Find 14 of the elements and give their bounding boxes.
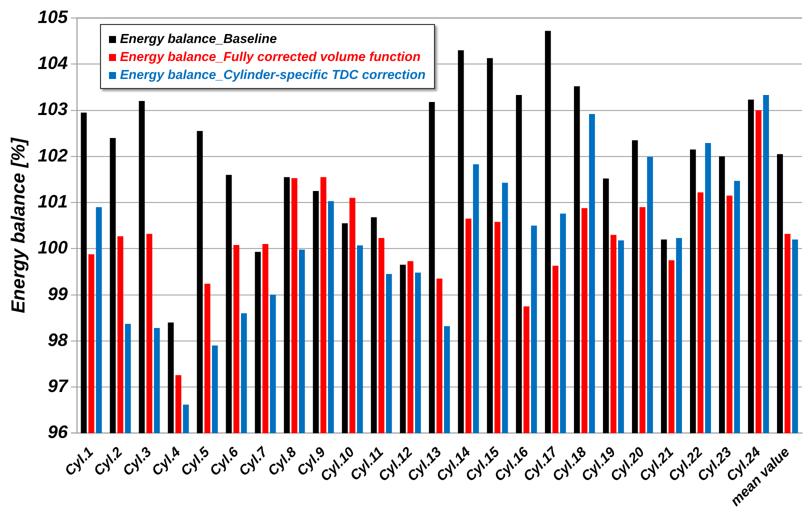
y-tick-label: 98 [48, 330, 68, 350]
y-axis-title: Energy balance [%] [8, 137, 30, 314]
y-tick-label: 102 [38, 145, 68, 166]
y-tick-label: 96 [48, 422, 69, 442]
y-tick-label: 97 [48, 376, 69, 396]
y-tick-label: 101 [38, 192, 68, 212]
legend-label: Energy balance_Cylinder-specific TDC correction [119, 67, 426, 82]
y-tick-label: 103 [38, 99, 68, 120]
y-tick-label: 100 [38, 238, 68, 258]
y-tick-label: 104 [38, 53, 68, 74]
y-tick-label: 105 [38, 6, 69, 27]
legend-label: Energy balance_Baseline [119, 31, 278, 46]
legend-label: Energy balance_Fully corrected volume function [119, 49, 422, 64]
y-tick-label: 99 [48, 284, 68, 304]
